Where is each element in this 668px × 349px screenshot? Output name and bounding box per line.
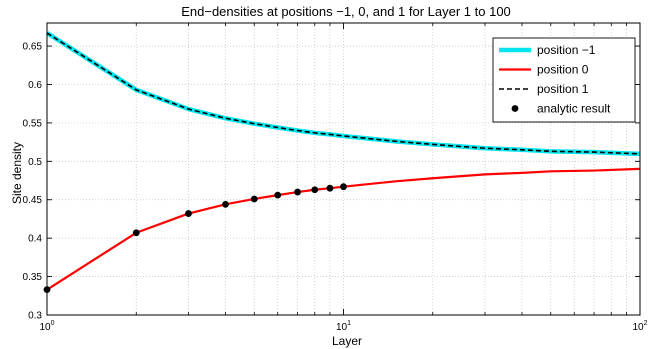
analytic-result-point [294, 188, 301, 196]
analytic-result-point [185, 210, 192, 217]
x-axis-label: Layer [332, 334, 362, 348]
analytic-result-point [222, 200, 229, 208]
legend-label: position −1 [537, 43, 596, 57]
axes-frame [46, 22, 641, 316]
analytic-result-point [132, 229, 140, 237]
y-tick-label: 0.65 [23, 42, 43, 53]
analytic-result-point [340, 183, 347, 191]
y-tick-label: 0.3 [28, 311, 42, 322]
y-axis-label: Site density [10, 142, 24, 204]
legend-swatch-analytic-result [511, 105, 519, 112]
analytic-result-point [326, 184, 334, 192]
tick-labels: 100 101 102 0.3 0.35 0.4 0.45 0.5 0.55 0.6 0.65 [23, 42, 648, 333]
legend-label: analytic result [537, 102, 611, 116]
legend-label: position 1 [537, 82, 589, 96]
analytic-result-point [274, 191, 282, 199]
x-tick-label: 100 [39, 320, 54, 333]
series-layer [43, 31, 641, 294]
y-tick-label: 0.5 [28, 157, 42, 168]
y-tick-label: 0.55 [23, 118, 43, 129]
legend: position −1 position 0 position 1 analytic … [492, 37, 636, 123]
x-tick-label: 102 [632, 320, 647, 333]
y-tick-label: 0.35 [23, 272, 43, 283]
y-tick-label: 0.45 [23, 195, 43, 206]
legend-label: position 0 [537, 63, 589, 77]
analytic-result-point [311, 186, 319, 194]
chart-title: End−densities at positions −1, 0, and 1 … [181, 4, 511, 19]
y-tick-label: 0.4 [28, 234, 42, 245]
series-position-1-line [46, 32, 641, 155]
analytic-result-point [250, 195, 258, 203]
y-tick-label: 0.6 [28, 80, 42, 91]
x-tick-label: 101 [336, 320, 351, 333]
